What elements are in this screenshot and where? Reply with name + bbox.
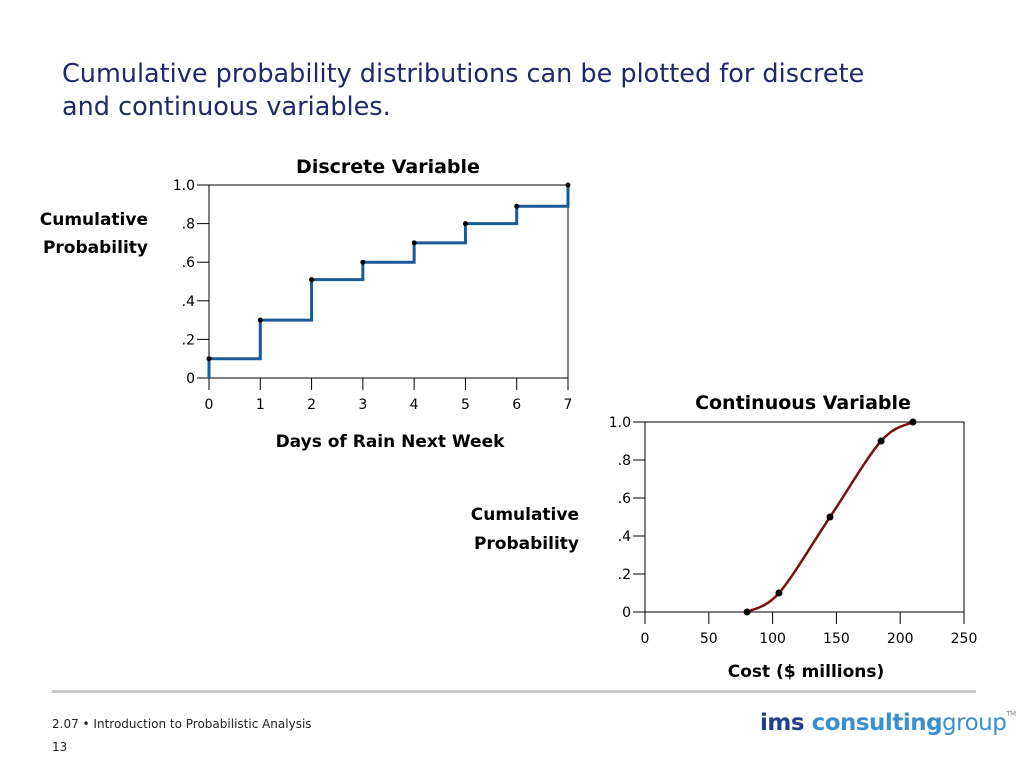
continuous-data-point: [909, 418, 917, 426]
continuous-y-tick-label: .2: [618, 567, 631, 583]
slide-title: Cumulative probability distributions can…: [62, 58, 982, 124]
continuous-y-axis-label-line-1: Cumulative: [471, 505, 579, 525]
discrete-data-point: [565, 182, 571, 188]
discrete-y-axis-label-line-1: Cumulative: [40, 210, 148, 230]
discrete-x-tick-label: 5: [461, 397, 470, 413]
footer-page-number: 13: [52, 740, 68, 754]
logo-word-ims: ims: [760, 710, 805, 736]
discrete-data-point: [411, 240, 417, 246]
continuous-x-tick-label: 200: [887, 631, 914, 647]
discrete-data-point: [462, 221, 468, 227]
continuous-x-axis-label: Cost ($ millions): [728, 662, 885, 682]
discrete-x-tick-label: 4: [410, 397, 419, 413]
discrete-step-line: [207, 185, 570, 378]
continuous-x-tick-label: 100: [759, 631, 786, 647]
discrete-x-tick-label: 6: [512, 397, 521, 413]
discrete-y-tick-label: .6: [182, 255, 195, 271]
discrete-y-tick-label: .4: [182, 294, 195, 310]
discrete-y-tick-label: 0: [186, 371, 195, 387]
continuous-chart-title: Continuous Variable: [695, 392, 911, 414]
continuous-x-tick-label: 150: [823, 631, 850, 647]
continuous-data-point: [877, 437, 885, 445]
discrete-x-axis-label: Days of Rain Next Week: [276, 432, 506, 452]
discrete-data-point: [514, 203, 520, 209]
discrete-x-tick-label: 3: [358, 397, 367, 413]
discrete-data-point: [360, 259, 366, 265]
discrete-data-point: [309, 277, 315, 283]
continuous-x-tick-label: 50: [700, 631, 718, 647]
continuous-data-point: [743, 608, 751, 616]
continuous-y-tick-label: .4: [618, 529, 631, 545]
discrete-x-tick-label: 1: [256, 397, 265, 413]
continuous-y-tick-label: 1.0: [609, 415, 631, 431]
continuous-y-tick-label: 0: [622, 605, 631, 621]
continuous-x-tick-label: 0: [641, 631, 650, 647]
discrete-x-tick-label: 0: [205, 397, 214, 413]
continuous-data-point: [826, 513, 834, 521]
discrete-plot-frame: [208, 184, 569, 379]
footer-divider: [52, 690, 976, 693]
logo-word-consulting: consulting: [811, 710, 943, 736]
discrete-y-tick-label: .2: [182, 332, 195, 348]
continuous-y-tick-label: .8: [618, 453, 631, 469]
discrete-data-point: [206, 356, 212, 362]
footer-course-title: 2.07 • Introduction to Probabilistic Ana…: [52, 717, 312, 731]
continuous-chart: Continuous Variable Cumulative Probabili…: [471, 392, 978, 682]
continuous-plot-frame: [644, 421, 965, 613]
continuous-data-point: [775, 589, 783, 597]
logo-word-group: group: [942, 710, 1007, 736]
slide-title-line-2: and continuous variables.: [62, 92, 391, 122]
continuous-y-tick-label: .6: [618, 491, 631, 507]
discrete-x-tick-label: 7: [564, 397, 573, 413]
discrete-chart: Discrete Variable Cumulative Probability…: [40, 156, 573, 452]
discrete-y-tick-label: 1.0: [173, 178, 195, 194]
discrete-y-tick-label: .8: [182, 217, 195, 233]
discrete-chart-title: Discrete Variable: [296, 156, 480, 178]
logo-trademark: TM: [1006, 710, 1016, 718]
discrete-y-axis-label-line-2: Probability: [43, 238, 148, 258]
continuous-y-axis-label-line-2: Probability: [474, 534, 579, 554]
discrete-x-tick-label: 2: [307, 397, 316, 413]
continuous-x-tick-label: 250: [951, 631, 978, 647]
discrete-data-point: [257, 317, 263, 323]
ims-consulting-group-logo: ims consultinggroupTM: [760, 710, 1016, 736]
slide-title-line-1: Cumulative probability distributions can…: [62, 59, 865, 89]
